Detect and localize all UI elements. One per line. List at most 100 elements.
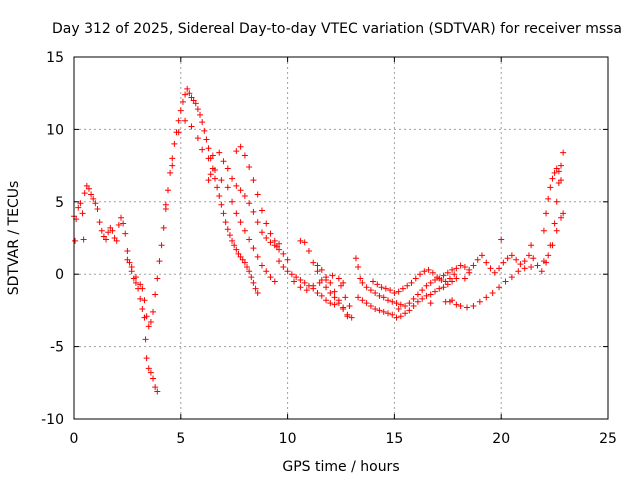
data-point bbox=[218, 177, 225, 184]
data-point bbox=[267, 274, 274, 281]
data-point bbox=[271, 278, 278, 285]
data-point bbox=[451, 271, 458, 278]
data-point bbox=[483, 259, 490, 266]
data-point bbox=[128, 263, 135, 270]
data-point bbox=[327, 290, 334, 297]
data-point bbox=[461, 263, 468, 270]
data-point bbox=[515, 268, 522, 275]
data-point bbox=[555, 168, 562, 175]
data-point bbox=[434, 274, 441, 281]
data-point bbox=[412, 275, 419, 282]
data-point bbox=[461, 275, 468, 282]
data-point bbox=[348, 314, 355, 321]
data-point bbox=[182, 91, 189, 98]
data-point bbox=[88, 191, 95, 198]
data-point bbox=[207, 171, 214, 178]
data-point bbox=[496, 284, 503, 291]
data-point bbox=[280, 250, 287, 257]
axis-ticks bbox=[73, 56, 609, 420]
y-tick-label: -5 bbox=[50, 340, 64, 356]
data-point bbox=[109, 227, 116, 234]
data-point bbox=[457, 262, 464, 269]
data-point bbox=[530, 255, 537, 262]
data-point bbox=[402, 310, 409, 317]
data-point bbox=[314, 290, 321, 297]
data-point bbox=[80, 236, 87, 243]
data-point bbox=[551, 169, 558, 176]
data-point bbox=[408, 279, 415, 286]
data-point bbox=[150, 308, 157, 315]
data-point bbox=[395, 305, 402, 312]
data-point bbox=[357, 275, 364, 282]
data-point bbox=[297, 276, 304, 283]
x-tick-label: 0 bbox=[70, 431, 79, 447]
data-point bbox=[237, 143, 244, 150]
data-point bbox=[233, 246, 240, 253]
data-point bbox=[263, 235, 270, 241]
data-point bbox=[545, 195, 552, 202]
data-point bbox=[393, 300, 400, 307]
data-point bbox=[77, 200, 84, 207]
data-point bbox=[423, 292, 430, 299]
data-point bbox=[389, 311, 396, 318]
data-point bbox=[220, 210, 227, 217]
data-point bbox=[132, 274, 139, 281]
data-point bbox=[154, 275, 161, 282]
data-point bbox=[314, 262, 321, 269]
data-point bbox=[342, 294, 349, 301]
data-point bbox=[410, 295, 417, 302]
data-point bbox=[427, 300, 434, 307]
data-point bbox=[169, 155, 176, 162]
data-point bbox=[164, 187, 171, 194]
data-point bbox=[404, 282, 411, 289]
data-point bbox=[355, 263, 362, 270]
data-point bbox=[152, 291, 159, 298]
data-point bbox=[184, 85, 191, 92]
data-point bbox=[284, 268, 291, 275]
x-tick-label: 10 bbox=[279, 431, 297, 447]
data-points bbox=[71, 85, 567, 395]
data-point bbox=[489, 290, 496, 297]
data-point bbox=[158, 242, 165, 249]
data-point bbox=[244, 263, 251, 270]
data-point bbox=[75, 204, 82, 211]
data-point bbox=[421, 268, 428, 275]
data-point bbox=[171, 140, 178, 147]
data-point bbox=[143, 313, 150, 320]
data-point bbox=[374, 281, 381, 288]
data-point bbox=[280, 263, 287, 270]
y-axis-label: SDTVAR / TECUs bbox=[6, 181, 22, 296]
data-point bbox=[346, 303, 353, 310]
data-point bbox=[293, 274, 300, 281]
data-point bbox=[162, 201, 169, 208]
data-point bbox=[226, 232, 233, 239]
data-point bbox=[417, 271, 424, 278]
data-point bbox=[491, 269, 498, 276]
data-point bbox=[90, 195, 97, 202]
data-point bbox=[254, 191, 261, 198]
data-point bbox=[419, 287, 426, 294]
data-point bbox=[545, 252, 552, 259]
data-point bbox=[254, 253, 261, 260]
data-point bbox=[513, 256, 520, 263]
data-point bbox=[431, 288, 438, 295]
data-point bbox=[214, 184, 221, 191]
data-point bbox=[291, 278, 298, 285]
data-point bbox=[502, 278, 509, 285]
data-point bbox=[387, 287, 394, 294]
data-point bbox=[150, 375, 157, 382]
data-point bbox=[453, 275, 460, 282]
data-point bbox=[372, 305, 379, 312]
data-point bbox=[540, 227, 547, 234]
data-point bbox=[446, 298, 453, 305]
data-point bbox=[560, 210, 567, 217]
data-point bbox=[397, 313, 404, 320]
data-point bbox=[457, 303, 464, 310]
data-point bbox=[117, 214, 124, 221]
data-point bbox=[352, 255, 359, 262]
data-point bbox=[384, 310, 391, 317]
data-point bbox=[194, 106, 201, 113]
data-point bbox=[250, 279, 257, 286]
